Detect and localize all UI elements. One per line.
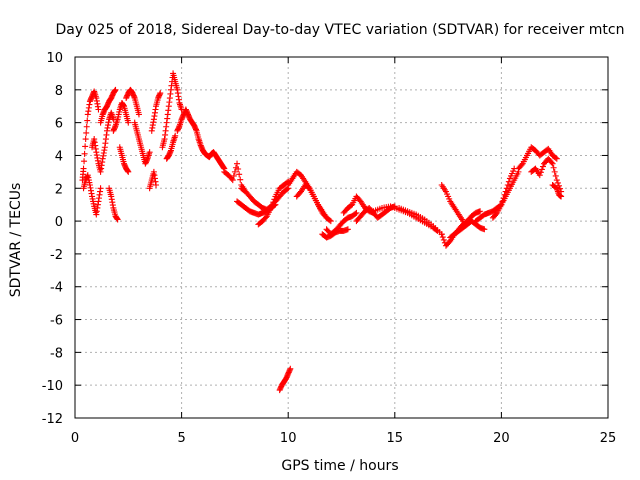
y-tick-label: 8 <box>55 84 63 99</box>
data-point <box>231 168 238 175</box>
x-tick-label: 15 <box>387 431 404 446</box>
data-point <box>550 164 557 171</box>
y-axis-label: SDTVAR / TECUs <box>8 183 24 298</box>
data-point <box>237 176 244 183</box>
data-point <box>440 236 447 243</box>
x-tick-label: 0 <box>71 431 79 446</box>
plot-frame <box>74 56 609 419</box>
y-tick-label: 10 <box>46 51 63 66</box>
data-point <box>83 123 90 130</box>
y-tick-label: -12 <box>42 412 63 427</box>
data-point <box>97 185 104 192</box>
data-point <box>501 191 508 198</box>
x-axis-label: GPS time / hours <box>281 458 398 474</box>
y-tick-label: 6 <box>55 117 63 132</box>
data-point <box>82 136 89 143</box>
data-point <box>352 210 359 217</box>
data-point <box>95 106 102 113</box>
axis-ticks: 0 5 10 15 20 25 -12 -10 -8 -6 -4 -2 0 2 4 6 8 10 <box>42 51 617 446</box>
data-point <box>322 213 329 220</box>
y-tick-label: 4 <box>55 149 63 164</box>
data-point <box>229 177 236 184</box>
y-tick-label: -6 <box>50 314 63 329</box>
data-point <box>230 172 237 179</box>
data-point <box>537 169 544 176</box>
data-point <box>499 198 506 205</box>
data-point <box>157 90 164 97</box>
data-point <box>548 159 555 166</box>
data-point <box>504 181 511 188</box>
data-point <box>114 216 121 223</box>
data-point <box>271 196 278 203</box>
data-point <box>551 168 558 175</box>
x-tick-label: 25 <box>600 431 617 446</box>
data-point <box>112 86 119 93</box>
data-point <box>536 172 543 179</box>
data-point <box>353 209 360 216</box>
y-tick-label: -4 <box>50 281 63 296</box>
data-point <box>498 201 505 208</box>
data-point <box>323 214 330 221</box>
y-tick-label: 0 <box>55 215 63 230</box>
data-point <box>505 178 512 185</box>
data-point <box>438 231 445 238</box>
data-point <box>552 154 559 161</box>
data-point <box>552 172 559 179</box>
data-point <box>284 186 291 193</box>
data-point <box>503 185 510 192</box>
x-tick-label: 10 <box>280 431 297 446</box>
data-point <box>81 150 88 157</box>
data-point <box>146 149 153 156</box>
data-point <box>153 181 160 188</box>
data-point <box>234 160 241 167</box>
data-point <box>518 161 525 168</box>
data-point <box>235 165 242 172</box>
data-point <box>344 226 351 233</box>
data-point <box>269 202 276 209</box>
y-tick-label: 2 <box>55 182 63 197</box>
data-point <box>236 171 243 178</box>
data-point <box>553 155 560 162</box>
y-tick-label: -8 <box>50 346 63 361</box>
data-point <box>326 217 333 224</box>
x-tick-label: 5 <box>177 431 185 446</box>
x-tick-label: 20 <box>493 431 510 446</box>
chart-title: Day 025 of 2018, Sidereal Day-to-day VTE… <box>56 22 625 38</box>
data-point <box>270 199 277 206</box>
data-point <box>439 234 446 241</box>
y-tick-label: -2 <box>50 248 63 263</box>
data-point <box>84 117 91 124</box>
data-point <box>135 111 142 118</box>
data-point <box>553 177 560 184</box>
data-point <box>287 365 294 372</box>
data-point <box>538 166 545 173</box>
data-point <box>83 129 90 136</box>
data-point <box>327 218 334 225</box>
data-point <box>539 163 546 170</box>
data-point <box>268 204 275 211</box>
data-point <box>82 143 89 150</box>
data-point <box>172 132 179 139</box>
data-point <box>502 188 509 195</box>
data-point <box>125 119 132 126</box>
data-point <box>80 165 87 172</box>
data-points <box>79 70 565 394</box>
data-point <box>549 160 556 167</box>
data-point <box>558 193 565 200</box>
data-point <box>81 158 88 165</box>
data-point <box>493 211 500 218</box>
data-point <box>554 179 561 186</box>
data-point <box>125 168 132 175</box>
data-point <box>262 214 269 221</box>
y-tick-label: -10 <box>42 379 63 394</box>
data-point <box>477 208 484 215</box>
data-point <box>500 195 507 202</box>
data-point <box>481 226 488 233</box>
